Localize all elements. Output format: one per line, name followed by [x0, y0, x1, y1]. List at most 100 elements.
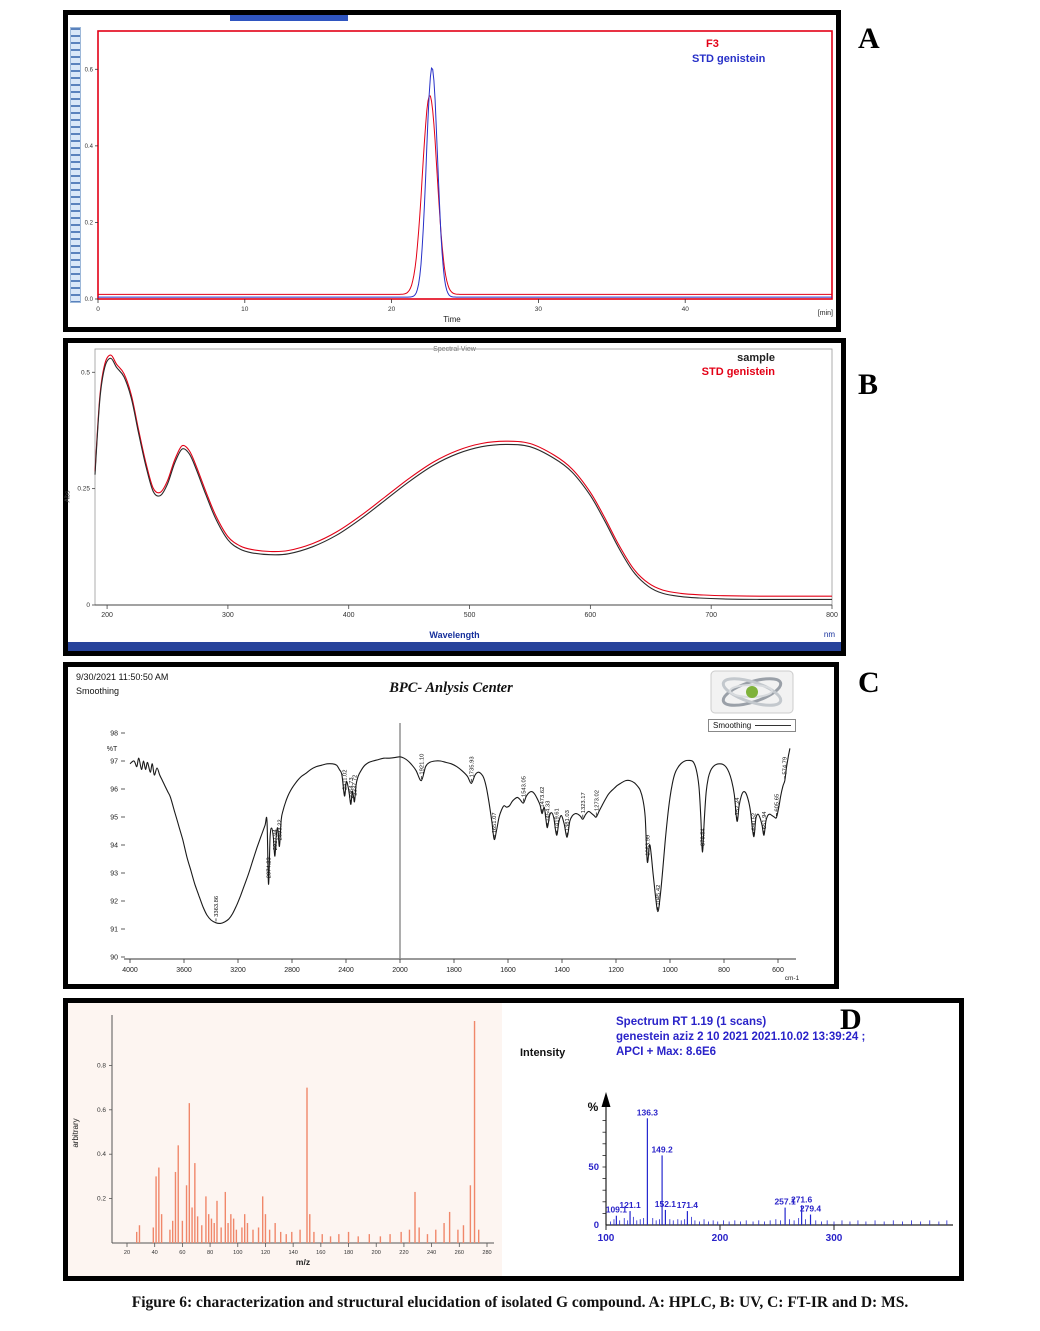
svg-text:149.2: 149.2: [651, 1144, 673, 1154]
svg-text:40: 40: [152, 1250, 158, 1256]
svg-text:0.0: 0.0: [85, 297, 94, 303]
panel-a-titlebar-chip: [230, 15, 348, 21]
hplc-chart-svg: 0 10 20 30 40 0.0 0.2 0.4 0.6: [85, 30, 833, 313]
svg-text:220: 220: [399, 1250, 408, 1256]
svg-text:1000: 1000: [662, 967, 678, 974]
svg-text:1083.99: 1083.99: [645, 835, 651, 856]
uv-legend: sample STD genistein: [702, 351, 775, 380]
panel-d-ms: 0.2 0.4 0.6 0.8 20 40 60 80 100 120 140 160 180 200 22…: [63, 998, 964, 1281]
ftir-legend-label: Smoothing: [713, 721, 752, 730]
svg-text:96: 96: [110, 787, 118, 794]
svg-text:600: 600: [772, 967, 784, 974]
uv-window-title: Spectral View: [433, 346, 476, 353]
analysis-center-logo: [710, 670, 794, 714]
svg-text:0: 0: [96, 306, 100, 313]
uv-legend-item-sample: sample: [737, 352, 775, 364]
svg-text:879.54: 879.54: [700, 827, 706, 846]
panel-b-uv: Spectral View 200 300 400 500 600 700 800 0.5 0.…: [63, 338, 846, 656]
uv-x-axis-label: Wavelength: [429, 630, 480, 640]
ftir-center-title: BPC- Anlysis Center: [389, 680, 513, 696]
hplc-x-axis-unit: [min]: [817, 310, 833, 317]
hplc-legend-item-f3: F3: [706, 38, 719, 50]
svg-text:1600: 1600: [500, 967, 516, 974]
figure-caption: Figure 6: characterization and structura…: [131, 1294, 909, 1311]
ms-header-line-1: Spectrum RT 1.19 (1 scans): [616, 1016, 767, 1028]
uv-chart-svg: 200 300 400 500 600 700 800 0.5 0.25 0: [77, 348, 838, 619]
svg-text:20: 20: [124, 1250, 130, 1256]
atom-logo-icon: [710, 670, 794, 714]
svg-text:160: 160: [316, 1250, 325, 1256]
svg-text:200: 200: [372, 1250, 381, 1256]
svg-text:600: 600: [585, 612, 597, 619]
svg-text:3363.86: 3363.86: [214, 896, 220, 917]
svg-text:280: 280: [482, 1250, 491, 1256]
hplc-x-axis-label: Time: [443, 315, 461, 324]
svg-text:0.2: 0.2: [97, 1196, 106, 1203]
ms-header-line-2: genestein aziz 2 10 2021 2021.10.02 13:3…: [616, 1030, 866, 1043]
uv-x-axis-unit: nm: [823, 630, 835, 639]
svg-text:120: 120: [261, 1250, 270, 1256]
hplc-legend: F3 STD genistein: [692, 37, 765, 68]
svg-text:60: 60: [179, 1250, 185, 1256]
svg-text:0: 0: [86, 602, 90, 609]
svg-text:cm-1: cm-1: [785, 975, 800, 982]
svg-text:2000: 2000: [392, 967, 408, 974]
svg-text:0.5: 0.5: [81, 369, 90, 376]
ms-left-background: [68, 1003, 502, 1276]
svg-text:257.1: 257.1: [774, 1197, 796, 1207]
svg-text:1735.93: 1735.93: [469, 756, 475, 777]
svg-text:0.6: 0.6: [85, 67, 94, 73]
svg-text:0.4: 0.4: [97, 1151, 106, 1158]
panel-letter-a: A: [858, 22, 880, 55]
svg-text:1543.05: 1543.05: [521, 776, 527, 797]
panel-letter-b: B: [858, 368, 879, 401]
panel-a-hplc: 0 10 20 30 40 0.0 0.2 0.4 0.6 F3 STD genistein T…: [63, 10, 841, 332]
svg-text:200: 200: [101, 612, 113, 619]
uv-status-bar: [68, 642, 841, 651]
svg-text:1419.61: 1419.61: [555, 808, 561, 829]
svg-text:arbitrary: arbitrary: [71, 1118, 80, 1147]
svg-text:2364.73: 2364.73: [349, 777, 355, 798]
svg-text:100: 100: [233, 1250, 242, 1256]
ftir-legend-box: Smoothing: [708, 719, 796, 732]
svg-text:279.4: 279.4: [800, 1204, 822, 1214]
svg-text:121.1: 121.1: [619, 1200, 641, 1210]
svg-text:2400: 2400: [338, 967, 354, 974]
ftir-chart-svg: 98 97 96 95 94 93 92 91 90 %T 4000 3600 3200 2800 2400…: [107, 723, 800, 982]
svg-text:240: 240: [427, 1250, 436, 1256]
svg-text:651.94: 651.94: [762, 811, 768, 830]
svg-text:80: 80: [207, 1250, 213, 1256]
svg-text:271.6: 271.6: [791, 1194, 813, 1204]
svg-text:92: 92: [110, 899, 118, 906]
svg-text:0.6: 0.6: [97, 1107, 106, 1114]
svg-text:140: 140: [288, 1250, 297, 1256]
svg-text:97: 97: [110, 759, 118, 766]
panel-letter-c: C: [858, 666, 880, 699]
hplc-legend-item-std: STD genistein: [692, 53, 766, 66]
svg-text:2411.02: 2411.02: [343, 769, 349, 790]
svg-text:400: 400: [343, 612, 355, 619]
svg-text:%: %: [588, 1100, 599, 1114]
svg-text:1921.10: 1921.10: [419, 754, 425, 775]
svg-text:3200: 3200: [230, 967, 246, 974]
svg-text:0.4: 0.4: [85, 144, 94, 150]
svg-text:800: 800: [826, 612, 838, 619]
ms-arbitrary-chart-svg: 0.2 0.4 0.6 0.8 20 40 60 80 100 120 140 160 180 200 22…: [71, 1015, 494, 1267]
svg-text:200: 200: [712, 1233, 729, 1244]
svg-text:1045.42: 1045.42: [656, 885, 662, 906]
svg-text:20: 20: [388, 306, 396, 313]
svg-text:300: 300: [826, 1233, 843, 1244]
svg-text:690.52: 690.52: [752, 813, 758, 831]
svg-text:1473.62: 1473.62: [540, 787, 546, 808]
svg-text:94: 94: [110, 843, 118, 850]
svg-text:93: 93: [110, 871, 118, 878]
svg-text:%T: %T: [107, 746, 118, 753]
uv-legend-item-std: STD genistein: [701, 366, 775, 379]
svg-text:95: 95: [110, 815, 118, 822]
svg-text:0: 0: [594, 1220, 599, 1231]
svg-text:98: 98: [110, 731, 118, 738]
svg-text:700: 700: [705, 612, 717, 619]
svg-text:171.4: 171.4: [677, 1200, 699, 1210]
svg-text:800: 800: [718, 967, 730, 974]
svg-text:1800: 1800: [446, 967, 462, 974]
